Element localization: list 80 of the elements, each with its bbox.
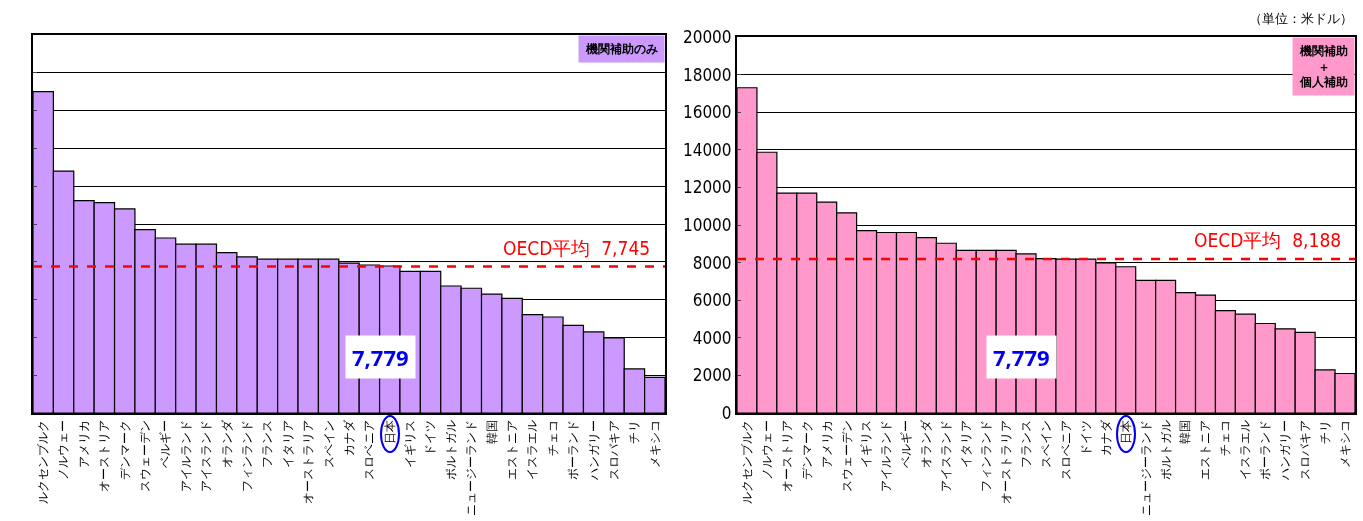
x-tick-label: ノルウェー — [757, 419, 775, 480]
x-tick-label: スペイン — [319, 419, 337, 468]
x-tick-label: ニュージーランド — [1136, 419, 1154, 516]
x-tick-label: スロバキア — [1296, 419, 1314, 480]
x-tick-label: オーストラリア — [997, 419, 1015, 504]
x-tick-label: オランダ — [217, 418, 235, 468]
x-tick-label: イタリア — [278, 419, 296, 468]
x-tick-label: カナダ — [339, 418, 357, 456]
y-tick-label: 18000 — [682, 64, 732, 85]
y-tick-label: 12000 — [682, 177, 732, 198]
x-tick-label: スロバキア — [604, 419, 622, 480]
x-tick-label: オーストリア — [777, 419, 795, 492]
y-tick-label: 20000 — [682, 26, 732, 47]
x-tick-label: ドイツ — [421, 419, 439, 456]
x-tick-label: ハンガリー — [1276, 419, 1294, 481]
y-tick-label: 2000 — [692, 365, 732, 386]
x-tick-label: メキシコ — [645, 419, 663, 468]
x-tick-label: スウェーデン — [837, 419, 855, 492]
x-tick-label: スロベニア — [360, 419, 378, 480]
x-tick-label: アイスランド — [937, 419, 955, 492]
x-tick-label: ポーランド — [1256, 419, 1274, 480]
x-tick-label: オーストラリア — [299, 419, 317, 504]
x-tick-label: 日本 — [1116, 419, 1134, 444]
x-tick-label: イギリス — [857, 419, 875, 468]
x-tick-label: アイルランド — [877, 419, 895, 492]
x-tick-label: イスラエル — [1236, 419, 1254, 480]
y-tick-label: 0 — [721, 402, 732, 423]
x-tick-label: ポルトガル — [441, 419, 459, 480]
ref-line-label: OECD平均 8,188 — [1194, 229, 1342, 251]
x-tick-label: アイルランド — [176, 419, 194, 492]
x-tick-label: メキシコ — [1335, 419, 1353, 468]
x-tick-label: フランス — [258, 419, 276, 468]
x-tick-label: フランス — [1016, 419, 1034, 468]
y-tick-label: 4000 — [692, 327, 732, 348]
x-tick-label: イスラエル — [523, 419, 541, 480]
x-tick-label: 韓国 — [482, 419, 500, 444]
ref-line-label: OECD平均 7,745 — [503, 237, 651, 259]
x-tick-label: オランダ — [917, 418, 935, 468]
x-tick-label: オーストリア — [95, 419, 113, 492]
x-tick-label: チリ — [1316, 419, 1333, 444]
x-tick-label: フィンランド — [977, 419, 995, 492]
text: （単位：米ドル） — [1249, 9, 1353, 27]
x-tick-label: カナダ — [1096, 418, 1114, 456]
x-tick-label: スペイン — [1036, 419, 1054, 468]
x-tick-label: エストニア — [503, 419, 520, 480]
y-tick-label: 8000 — [692, 252, 732, 273]
x-tick-label: アメリカ — [817, 419, 835, 468]
x-tick-label: チリ — [625, 419, 643, 444]
x-tick-label: エストニア — [1196, 419, 1214, 480]
x-tick-label: ルクセンブルク — [737, 419, 755, 504]
x-tick-label: アイスランド — [197, 419, 215, 492]
y-tick-label: 14000 — [682, 139, 732, 160]
y-tick-label: 10000 — [682, 214, 732, 235]
x-tick-label: イタリア — [957, 419, 975, 468]
x-tick-label: イギリス — [401, 419, 419, 468]
x-tick-label: デンマーク — [797, 419, 815, 480]
x-tick-label: ドイツ — [1076, 419, 1094, 456]
x-tick-label: デンマーク — [115, 419, 133, 480]
x-tick-label: ベルギー — [897, 419, 915, 468]
x-tick-label: ノルウェー — [54, 419, 72, 480]
x-tick-label: ポーランド — [564, 419, 582, 480]
annotation: 7,779 — [352, 342, 409, 372]
x-tick-label: ポルトガル — [1156, 419, 1174, 480]
y-tick-label: 16000 — [682, 102, 732, 123]
x-tick-label: アメリカ — [74, 419, 92, 468]
x-tick-label: ニュージーランド — [462, 419, 480, 516]
x-tick-label: チェコ — [1216, 419, 1234, 456]
x-tick-label: フィンランド — [237, 419, 255, 492]
annotation: 7,779 — [993, 342, 1050, 372]
text: 機関補助＋個人補助 — [1299, 44, 1348, 90]
x-tick-label: ハンガリー — [584, 419, 602, 481]
x-tick-label: 日本 — [380, 419, 398, 444]
x-tick-label: 韓国 — [1176, 419, 1194, 444]
x-tick-label: スロベニア — [1056, 419, 1074, 480]
x-tick-label: チェコ — [543, 419, 561, 456]
text: 機関補助のみ — [585, 42, 658, 56]
y-tick-label: 6000 — [692, 290, 732, 311]
x-tick-label: スウェーデン — [136, 419, 154, 492]
x-tick-label: ルクセンブルク — [34, 419, 52, 504]
x-tick-label: ベルギー — [156, 419, 174, 468]
